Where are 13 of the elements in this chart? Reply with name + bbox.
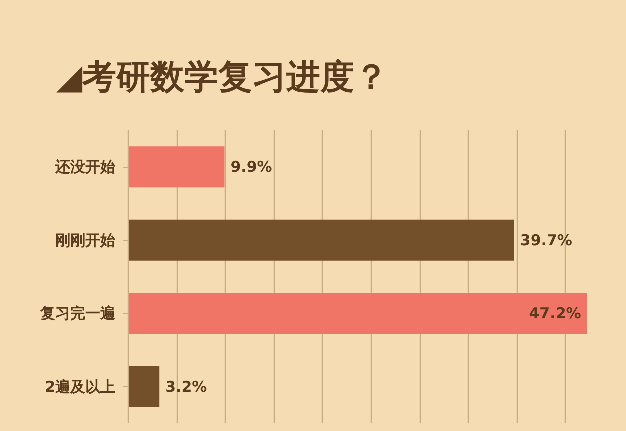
- chart-title: ◢考研数学复习进度？: [56, 58, 389, 98]
- y-tick-label: 刚刚开始: [56, 231, 116, 250]
- data-label: 47.2%: [529, 304, 582, 323]
- data-label: 39.7%: [520, 231, 572, 250]
- bar: [128, 366, 160, 408]
- y-tick-label: 2遍及以上: [45, 378, 116, 396]
- y-tick-label: 还没开始: [54, 158, 116, 176]
- data-label: 9.9%: [230, 158, 272, 176]
- y-tick-label: 复习完一遍: [40, 304, 116, 323]
- bar: [128, 220, 514, 261]
- bar: [128, 293, 588, 334]
- bar: [128, 146, 225, 188]
- data-label: 3.2%: [166, 378, 208, 396]
